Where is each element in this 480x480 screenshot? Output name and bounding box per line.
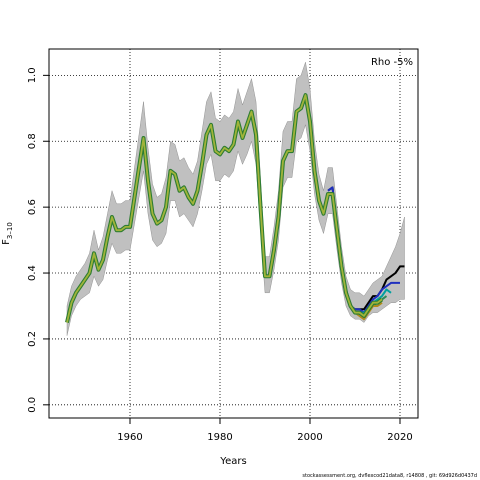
confidence-band-area: [66, 62, 405, 336]
y-tick-label: 1.0: [27, 67, 38, 83]
x-axis-title: Years: [219, 456, 246, 467]
y-tick-label: 0.8: [27, 133, 38, 149]
confidence-band: [66, 62, 405, 336]
rho-annotation: Rho -5%: [371, 57, 413, 68]
x-tick-label: 1980: [207, 432, 232, 443]
footer-credit: stockassessment.org, dvflexcod21data8, r…: [302, 473, 477, 479]
main-series-line: [66, 94, 383, 323]
x-tick-label: 2000: [297, 432, 322, 443]
x-tick-label: 2020: [387, 432, 412, 443]
x-axis: 1960 1980 2000 2020: [117, 418, 413, 443]
plot-frame: [48, 48, 419, 419]
y-tick-label: 0.4: [27, 265, 38, 281]
y-tick-label: 0.2: [27, 331, 38, 347]
y-axis: 0.0 0.2 0.4 0.6 0.8 1.0: [27, 67, 49, 413]
y-axis-title-main: F: [1, 239, 12, 245]
y-tick-label: 0.0: [27, 397, 38, 413]
y-axis-title: F3–10: [1, 222, 14, 245]
y-axis-title-subscript: 3–10: [6, 222, 14, 239]
series-lines: [65, 93, 405, 323]
y-tick-label: 0.6: [27, 199, 38, 215]
x-tick-label: 1960: [117, 432, 142, 443]
